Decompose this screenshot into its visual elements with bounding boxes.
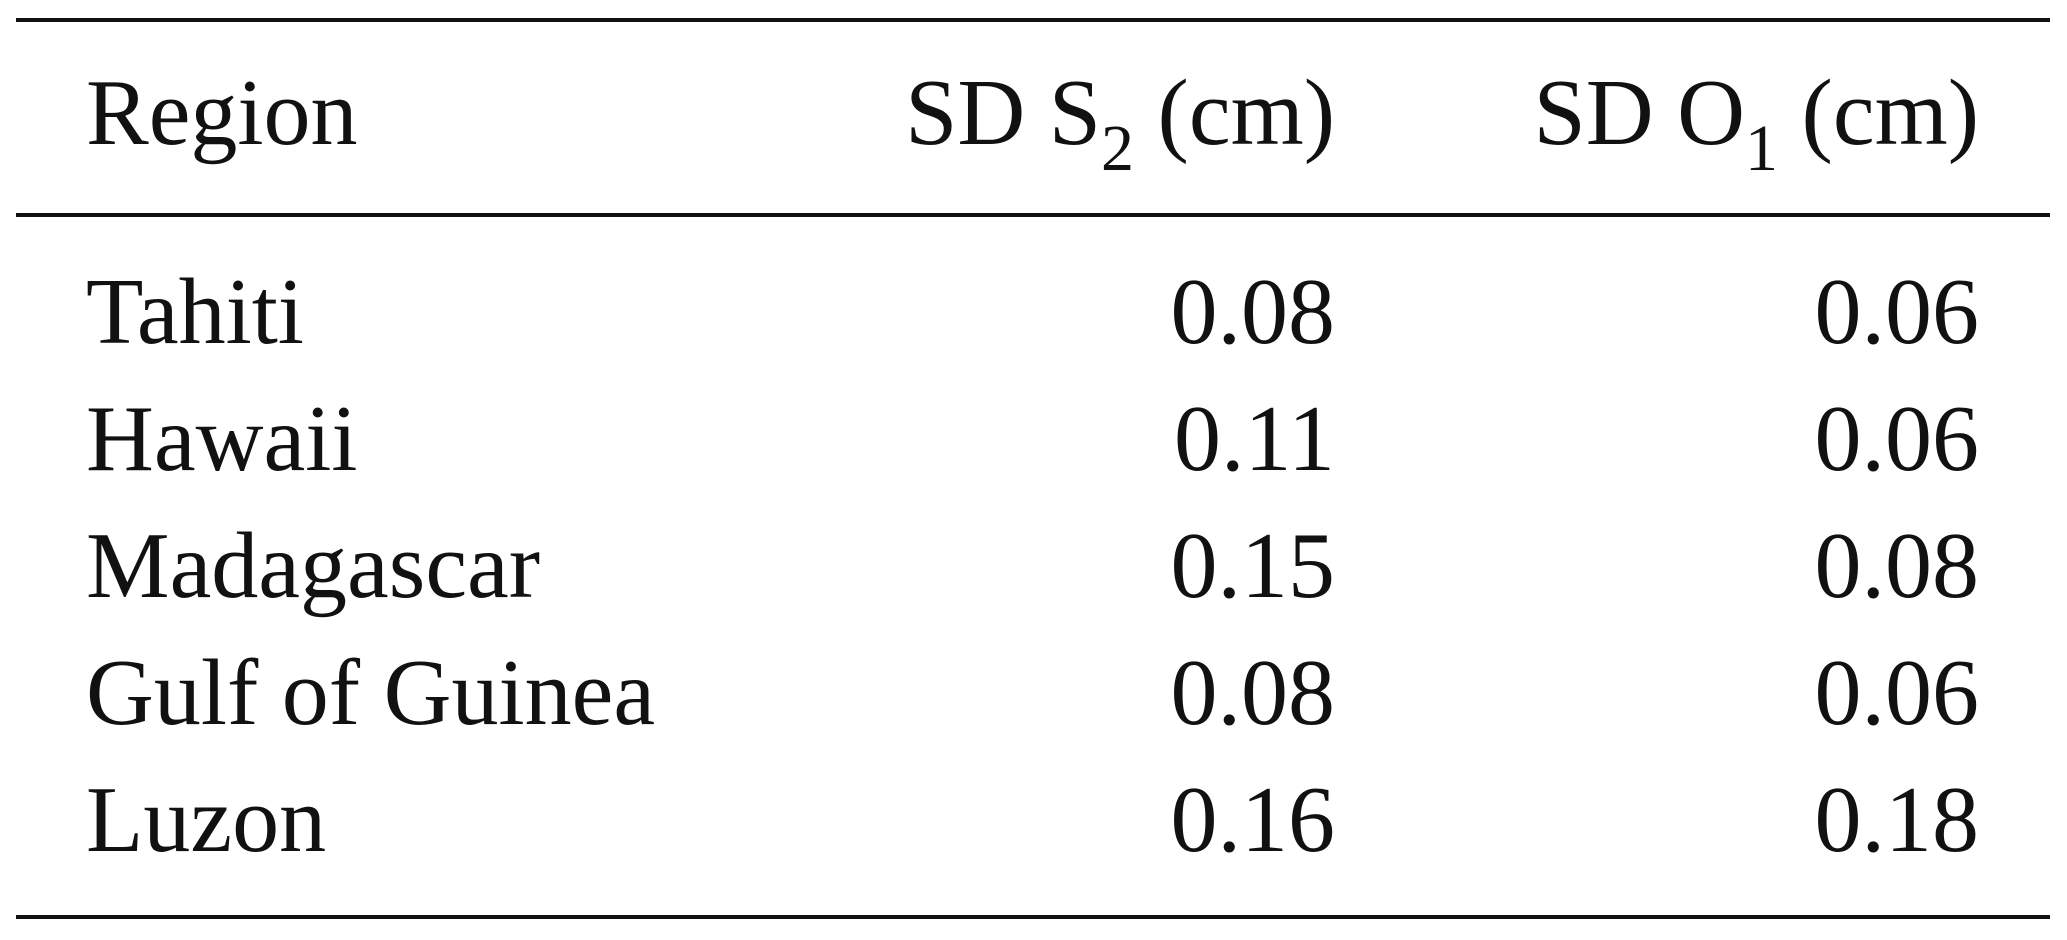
row-madagascar-sd-s2: 0.15	[1170, 514, 1336, 618]
header-sd-o1: SD O1 (cm)	[1534, 66, 1980, 182]
header-sd-s2-subscript: 2	[1101, 112, 1135, 185]
row-tahiti-sd-s2: 0.08	[1170, 260, 1336, 364]
header-sd-o1-subscript: 1	[1745, 112, 1779, 185]
bottom-rule	[16, 915, 2050, 919]
row-madagascar-sd-o1: 0.08	[1814, 514, 1980, 618]
header-sd-s2-prefix: SD S	[905, 61, 1102, 165]
row-hawaii-sd-s2: 0.11	[1173, 387, 1335, 491]
row-tahiti-sd-o1: 0.06	[1814, 260, 1980, 364]
header-sd-o1-prefix: SD O	[1533, 61, 1746, 165]
header-sd-s2: SD S2 (cm)	[905, 66, 1335, 182]
row-madagascar-region: Madagascar	[86, 514, 541, 618]
row-gulf-of-guinea-sd-s2: 0.08	[1170, 641, 1336, 745]
header-rule	[16, 213, 2050, 217]
row-hawaii-sd-o1: 0.06	[1814, 387, 1980, 491]
row-luzon-region: Luzon	[86, 768, 327, 872]
top-rule	[16, 18, 2050, 22]
row-gulf-of-guinea-sd-o1: 0.06	[1814, 641, 1980, 745]
row-luzon-sd-s2: 0.16	[1170, 768, 1336, 872]
header-sd-o1-unit: (cm)	[1778, 61, 1979, 165]
header-region: Region	[86, 61, 358, 165]
row-luzon-sd-o1: 0.18	[1814, 768, 1980, 872]
header-sd-s2-unit: (cm)	[1134, 61, 1335, 165]
row-hawaii-region: Hawaii	[86, 387, 358, 491]
row-tahiti-region: Tahiti	[86, 260, 304, 364]
row-gulf-of-guinea-region: Gulf of Guinea	[86, 641, 656, 745]
